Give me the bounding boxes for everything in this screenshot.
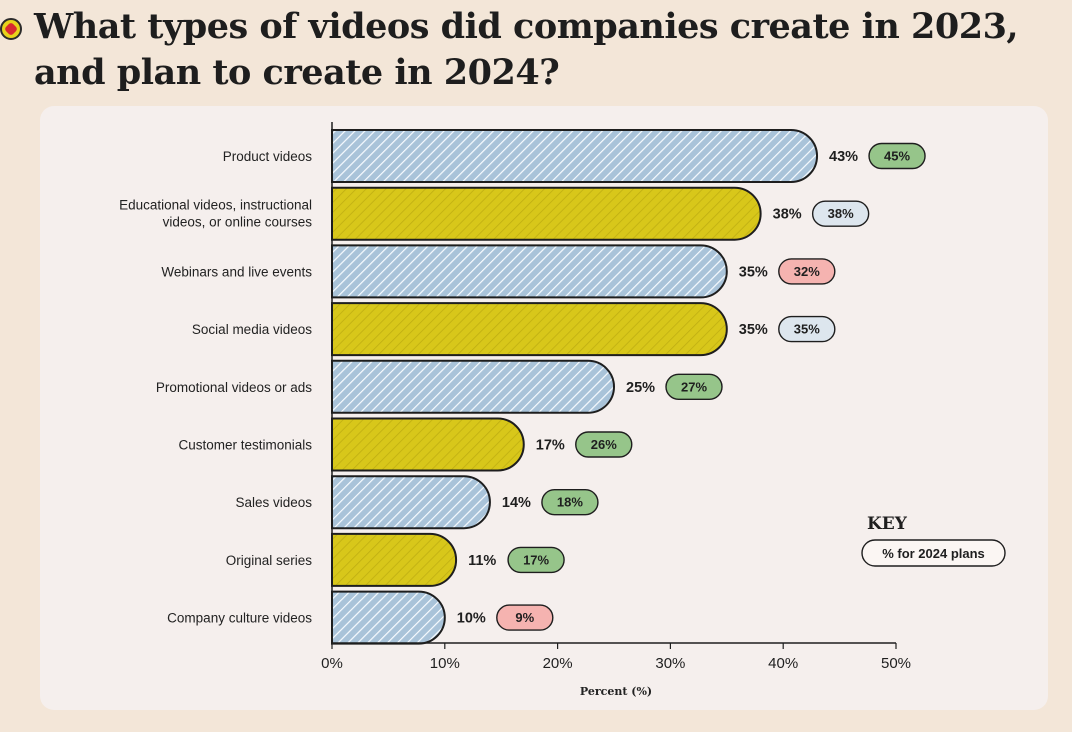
value-label: 11% — [468, 553, 496, 569]
bar — [331, 129, 819, 183]
plan-pill — [575, 431, 633, 458]
bar — [331, 186, 762, 241]
x-axis-title: Percent (%) — [580, 685, 652, 698]
plan-value-label: 35% — [794, 322, 820, 337]
bar — [331, 417, 525, 472]
x-tick-label: 50% — [881, 655, 911, 672]
category-label: Educational videos, instructional videos,… — [119, 198, 312, 230]
bar — [331, 244, 728, 299]
x-tick-label: 30% — [655, 655, 685, 672]
bullet-icon — [0, 18, 22, 40]
category-label-line: Educational videos, instructional — [119, 198, 312, 213]
category-label-line: videos, or online courses — [163, 215, 313, 230]
legend-text: % for 2024 plans — [882, 546, 985, 561]
title-line-1: What types of videos did companies creat… — [34, 6, 1019, 47]
plan-value-label: 26% — [591, 437, 617, 452]
plan-pill — [541, 489, 599, 516]
plan-value-label: 18% — [557, 495, 583, 510]
value-label: 14% — [502, 495, 531, 511]
value-label: 10% — [457, 611, 486, 627]
plan-value-label: 27% — [681, 379, 707, 394]
plan-pill — [507, 546, 565, 574]
category-label-line: Original series — [226, 553, 313, 568]
category-label: Product videos — [223, 149, 313, 164]
category-label: Customer testimonials — [178, 438, 312, 453]
value-label: 25% — [626, 380, 655, 396]
x-tick-label: 20% — [543, 655, 573, 672]
plan-value-label: 38% — [828, 206, 854, 221]
page-title: What types of videos did companies creat… — [34, 4, 1019, 96]
plan-pill — [868, 142, 926, 170]
bar — [331, 532, 458, 587]
legend-title: KEY — [867, 514, 908, 534]
value-label: 35% — [739, 322, 768, 338]
category-label: Social media videos — [192, 322, 312, 337]
bar — [331, 590, 446, 645]
bar — [331, 475, 491, 530]
plan-value-label: 45% — [884, 149, 910, 164]
category-label: Webinars and live events — [161, 264, 312, 279]
category-label: Company culture videos — [167, 611, 312, 626]
value-label: 43% — [829, 149, 858, 165]
category-label-line: Social media videos — [192, 322, 312, 337]
value-label: 17% — [536, 438, 565, 454]
category-label: Sales videos — [235, 495, 312, 510]
category-label-line: Promotional videos or ads — [156, 380, 312, 395]
value-label: 38% — [773, 207, 802, 223]
plan-pill — [496, 604, 554, 631]
plan-value-label: 17% — [523, 552, 549, 567]
plan-pill — [778, 315, 836, 343]
chart-header: What types of videos did companies creat… — [0, 0, 1072, 100]
value-label: 35% — [739, 264, 768, 280]
bar — [331, 302, 728, 357]
legend-pill — [861, 539, 1006, 567]
plan-value-label: 9% — [515, 610, 534, 625]
category-label: Promotional videos or ads — [156, 380, 312, 395]
plan-value-label: 32% — [794, 264, 820, 279]
plan-pill — [778, 258, 836, 285]
category-label-line: Customer testimonials — [178, 438, 312, 453]
title-line-2: and plan to create in 2024? — [34, 52, 560, 93]
category-label-line: Sales videos — [235, 495, 312, 510]
x-tick-label: 0% — [321, 655, 343, 672]
bar — [331, 359, 615, 414]
category-label: Original series — [226, 553, 313, 568]
x-tick-label: 10% — [430, 655, 460, 672]
category-label-line: Company culture videos — [167, 611, 312, 626]
category-label-line: Product videos — [223, 149, 313, 164]
x-tick-label: 40% — [768, 655, 798, 672]
plan-pill — [665, 373, 723, 400]
plan-pill — [811, 200, 870, 227]
category-label-line: Webinars and live events — [161, 264, 312, 279]
